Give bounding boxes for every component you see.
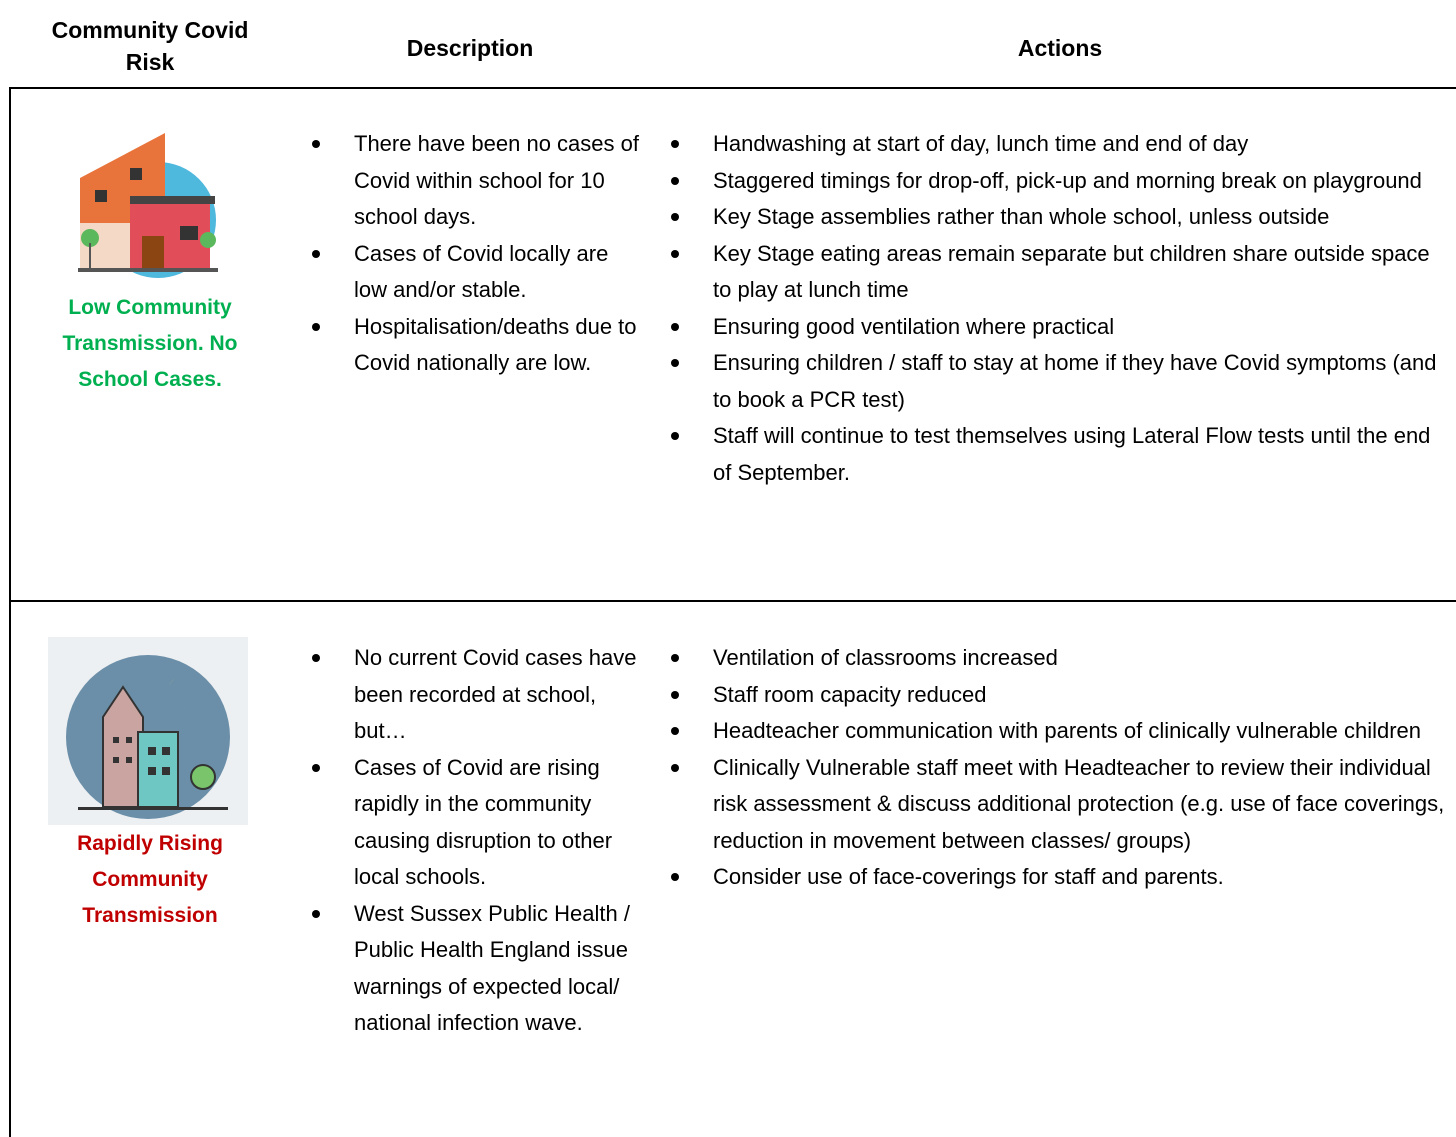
bullet-item: Cases of Covid locally are low and/or st… bbox=[312, 236, 644, 309]
bullet-item: Ventilation of classrooms increased bbox=[671, 640, 1453, 677]
bullet-item: No current Covid cases have been recorde… bbox=[312, 640, 644, 750]
row-border bbox=[10, 600, 1456, 602]
risk-label: Rapidly Rising Community Transmission bbox=[77, 832, 223, 927]
bullet-item: There have been no cases of Covid within… bbox=[312, 126, 644, 236]
header-risk: Community Covid Risk bbox=[51, 17, 249, 75]
bullet-item: Handwashing at start of day, lunch time … bbox=[671, 126, 1453, 163]
actions-list: Ventilation of classrooms increased Staff… bbox=[671, 640, 1453, 896]
bullet-item: Cases of Covid are rising rapidly in the… bbox=[312, 750, 644, 896]
risk-label: Low Community Transmission. No School Ca… bbox=[62, 296, 238, 391]
bullet-item: Ensuring good ventilation where practica… bbox=[671, 309, 1453, 346]
bullet-item: Staff will continue to test themselves u… bbox=[671, 418, 1453, 491]
city-icon bbox=[48, 637, 248, 825]
table-border bbox=[9, 87, 11, 1137]
bullet-item: Staff room capacity reduced bbox=[671, 677, 1453, 714]
description-list: No current Covid cases have been recorde… bbox=[312, 640, 644, 1042]
bullet-item: Consider use of face-coverings for staff… bbox=[671, 859, 1453, 896]
bullet-item: Ensuring children / staff to stay at hom… bbox=[671, 345, 1453, 418]
description-list: There have been no cases of Covid within… bbox=[312, 126, 644, 382]
bullet-item: Key Stage assemblies rather than whole s… bbox=[671, 199, 1453, 236]
bullet-item: Headteacher communication with parents o… bbox=[671, 713, 1453, 750]
actions-list: Handwashing at start of day, lunch time … bbox=[671, 126, 1453, 491]
house-icon bbox=[78, 133, 218, 278]
bullet-item: Staggered timings for drop-off, pick-up … bbox=[671, 163, 1453, 200]
bullet-item: Key Stage eating areas remain separate b… bbox=[671, 236, 1453, 309]
row-border bbox=[10, 87, 1456, 89]
bullet-item: Hospitalisation/deaths due to Covid nati… bbox=[312, 309, 644, 382]
header-description: Description bbox=[406, 35, 534, 61]
header-actions: Actions bbox=[1017, 35, 1103, 61]
bullet-item: Clinically Vulnerable staff meet with He… bbox=[671, 750, 1453, 860]
bullet-item: West Sussex Public Health / Public Healt… bbox=[312, 896, 644, 1042]
